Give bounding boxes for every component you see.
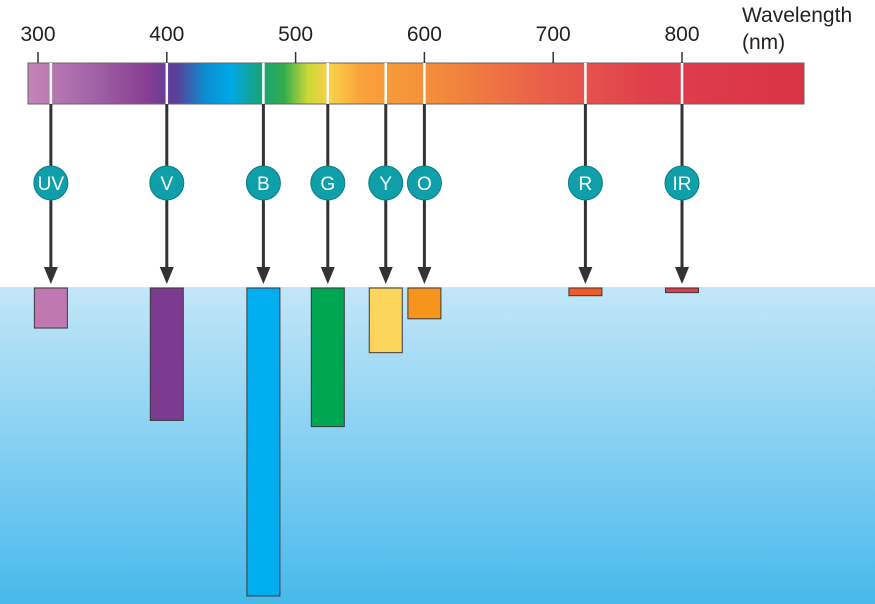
penetration-bar-v	[149, 287, 184, 421]
band-label-b: B	[257, 174, 270, 195]
penetration-bar-g	[310, 287, 345, 428]
tick-label-300: 300	[20, 23, 55, 46]
axis-title-line1: Wavelength	[742, 4, 852, 27]
band-badge-ir	[664, 165, 700, 201]
arrow-head-g	[320, 267, 335, 284]
axis-title-line2: (nm)	[742, 31, 785, 54]
tick-label-700: 700	[536, 23, 571, 46]
arrow-head-r	[578, 267, 593, 284]
axis-ticks: 300 400 500 600 700 800	[20, 23, 700, 63]
band-label-v: V	[160, 174, 173, 195]
tick-label-800: 800	[664, 23, 699, 46]
band-label-ir: IR	[673, 174, 692, 195]
arrow-head-v	[159, 267, 174, 284]
band-label-y: Y	[379, 174, 392, 195]
penetration-bar-y	[368, 287, 403, 354]
arrow-head-y	[378, 267, 393, 284]
band-label-o: O	[417, 174, 432, 195]
band-label-g: G	[320, 174, 335, 195]
spectrum-bar	[27, 62, 805, 105]
band-badge-g	[310, 165, 346, 201]
arrow-head-ir	[675, 267, 689, 284]
arrow-head-b	[256, 267, 271, 284]
wavelength-bands: UV V B G Y O R IR	[33, 63, 700, 597]
penetration-bar-r	[568, 287, 603, 297]
band-badge-uv	[33, 165, 69, 201]
band-label-uv: UV	[38, 174, 65, 195]
water-body	[0, 287, 875, 604]
penetration-bar-ir	[665, 287, 699, 294]
band-badge-b	[245, 165, 281, 201]
band-badge-o	[406, 165, 442, 201]
band-badge-r	[567, 165, 603, 201]
penetration-bar-uv	[33, 287, 68, 329]
band-badge-y	[368, 165, 404, 201]
tick-label-600: 600	[407, 23, 442, 46]
tick-label-500: 500	[278, 23, 313, 46]
penetration-bar-b	[246, 287, 281, 597]
tick-label-400: 400	[149, 23, 184, 46]
arrow-head-o	[417, 267, 432, 284]
band-badge-v	[149, 165, 185, 201]
band-label-r: R	[579, 174, 593, 195]
penetration-bar-o	[407, 287, 442, 320]
arrow-head-uv	[43, 267, 58, 284]
